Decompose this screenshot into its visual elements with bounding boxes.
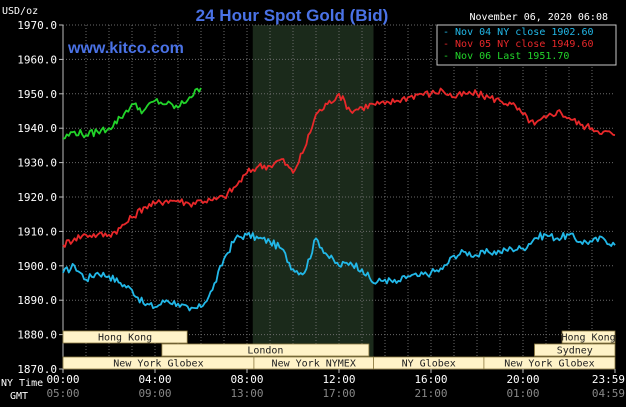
x-tick-label-ny: 20:00: [506, 373, 539, 386]
session-rect: [534, 343, 616, 357]
session-label: Sydney: [557, 346, 593, 357]
legend-box: [436, 24, 617, 66]
x-tick-label-ny: 12:00: [322, 373, 355, 386]
x-tick-label-gmt: 05:00: [46, 387, 79, 400]
x-tick-label-gmt: 13:00: [230, 387, 263, 400]
x-tick-label-gmt: 09:00: [138, 387, 171, 400]
session-rect: [161, 343, 370, 357]
session-rect: [62, 330, 188, 344]
session-label: London: [247, 346, 283, 357]
x-tick-label-ny: 16:00: [414, 373, 447, 386]
session-label: Hong Kong: [98, 333, 152, 344]
legend-entry: - Nov 04 NY close 1902.60: [443, 27, 594, 38]
legend: - Nov 04 NY close 1902.60- Nov 05 NY clo…: [436, 24, 617, 66]
x-tick-label-ny: 04:00: [138, 373, 171, 386]
session-bar: New York Globex: [62, 356, 255, 370]
x-tick-label-gmt: 01:00: [506, 387, 539, 400]
x-tick-label-gmt: 21:00: [414, 387, 447, 400]
legend-entry: - Nov 06 Last 1951.70: [443, 51, 569, 62]
session-bar: Hong Kong: [62, 330, 188, 344]
series-line: [62, 87, 616, 248]
y-tick-label: 1960.0: [17, 53, 57, 66]
session-bar: London: [161, 343, 370, 357]
session-label: New York Globex: [504, 359, 594, 370]
x-tick-label-ny: 00:00: [46, 373, 79, 386]
session-rect: [561, 330, 616, 344]
session-bar: NY Globex: [373, 356, 485, 370]
y-tick-label: 1950.0: [17, 88, 57, 101]
chart-title: 24 Hour Spot Gold (Bid): [196, 6, 389, 25]
x-tick-label-gmt: 04:59: [592, 387, 625, 400]
y-tick-label: 1910.0: [17, 225, 57, 238]
series-line: [62, 231, 616, 312]
y-tick-label: 1940.0: [17, 122, 57, 135]
nymex-shaded-period: [252, 25, 374, 369]
chart-datetime: November 06, 2020 06:08: [470, 12, 608, 23]
y-tick-label: 1930.0: [17, 157, 57, 170]
x-tick-label-gmt: 17:00: [322, 387, 355, 400]
session-bar: Hong Kong: [561, 330, 616, 344]
y-tick-label: 1870.0: [17, 363, 57, 376]
x-tick-label-ny: 08:00: [230, 373, 263, 386]
session-bar: Sydney: [534, 343, 616, 357]
session-bar: New York Globex: [483, 356, 616, 370]
gmt-row-label: GMT: [10, 391, 28, 402]
source-link[interactable]: www.kitco.com: [67, 40, 184, 57]
ny-time-row-label: NY Time: [1, 378, 43, 389]
session-rect: [483, 356, 616, 370]
session-bar: New York NYMEX: [253, 356, 374, 370]
session-label: New York NYMEX: [272, 359, 356, 370]
y-tick-label: 1880.0: [17, 329, 57, 342]
legend-entry: - Nov 05 NY close 1949.60: [443, 39, 594, 50]
y-tick-label: 1890.0: [17, 294, 57, 307]
session-label: NY Globex: [402, 359, 456, 370]
unit-label: USD/oz: [2, 6, 38, 17]
y-tick-label: 1920.0: [17, 191, 57, 204]
session-label: New York Globex: [113, 359, 203, 370]
y-tick-label: 1900.0: [17, 260, 57, 273]
series-line: [62, 87, 202, 140]
y-tick-label: 1970.0: [17, 19, 57, 32]
x-tick-label-ny: 23:59: [592, 373, 625, 386]
session-label: Hong Kong: [561, 333, 615, 344]
